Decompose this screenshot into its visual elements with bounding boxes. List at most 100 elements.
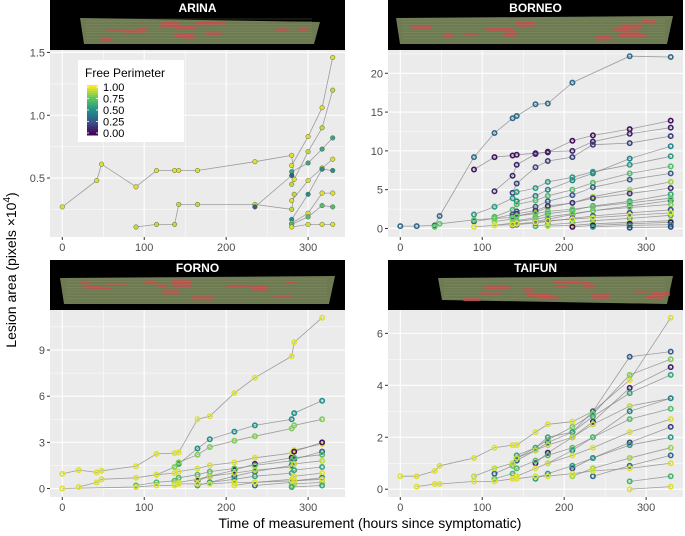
data-point	[544, 473, 551, 480]
data-point	[667, 314, 674, 321]
data-point	[251, 467, 258, 474]
y-axis-label: Lesion area (pixels ×104)	[2, 192, 19, 347]
lesion-mark	[464, 33, 478, 36]
data-point	[589, 223, 596, 230]
series-line	[291, 158, 333, 201]
x-axis: 0 100 200 300	[59, 237, 317, 254]
x-tick-label: 0	[397, 242, 403, 254]
x-tick-label: 200	[555, 242, 573, 254]
data-point	[667, 416, 674, 423]
data-point	[206, 413, 213, 420]
data-point	[491, 130, 498, 137]
lesion-mark	[650, 291, 670, 296]
data-point	[667, 452, 674, 459]
data-point	[589, 444, 596, 451]
lesion-mark	[514, 21, 535, 27]
data-point	[589, 214, 596, 221]
data-point	[667, 460, 674, 467]
data-point	[667, 209, 674, 216]
series-line	[291, 485, 323, 488]
data-point	[569, 470, 576, 477]
data-point	[513, 198, 520, 205]
data-point	[397, 473, 404, 480]
series-line	[572, 426, 671, 469]
data-point	[288, 353, 295, 360]
colorbar-segment	[87, 129, 98, 132]
data-point	[470, 211, 477, 218]
data-point	[330, 87, 336, 93]
data-point	[544, 217, 551, 224]
x-tick-label: 200	[217, 242, 235, 254]
lesion-mark	[196, 21, 214, 27]
colorbar-segment	[87, 97, 98, 100]
data-point	[589, 454, 596, 461]
data-point	[397, 223, 404, 230]
data-point	[667, 423, 674, 430]
data-point	[330, 167, 336, 173]
data-point	[569, 174, 576, 181]
x-tick-label: 0	[59, 502, 65, 514]
data-point	[413, 223, 420, 230]
data-point	[93, 479, 100, 486]
data-point	[626, 176, 633, 183]
data-point	[305, 177, 311, 183]
data-point	[470, 216, 477, 223]
colorbar-segment	[87, 91, 98, 94]
data-point	[569, 192, 576, 199]
data-point	[98, 467, 105, 474]
lesion-mark	[137, 28, 148, 31]
lesion-mark	[646, 295, 664, 300]
data-point	[289, 181, 295, 187]
data-point	[532, 210, 539, 217]
data-point	[626, 465, 633, 472]
data-point	[589, 132, 596, 139]
data-point	[667, 178, 674, 185]
series-line	[629, 475, 671, 482]
lesion-mark	[91, 287, 112, 290]
data-point	[175, 480, 182, 487]
lesion-mark	[103, 282, 128, 285]
colorbar-segment	[87, 99, 98, 102]
y-tick-label: 6	[39, 391, 45, 403]
data-point	[470, 478, 477, 485]
data-point	[153, 450, 160, 457]
data-point	[436, 462, 443, 469]
data-point	[133, 463, 140, 470]
data-point	[589, 184, 596, 191]
data-point	[589, 195, 596, 202]
y-tick-label: 5	[377, 185, 383, 197]
data-point	[291, 410, 298, 417]
data-point	[667, 153, 674, 160]
lesion-mark	[205, 32, 222, 35]
data-point	[291, 467, 298, 474]
data-point	[175, 459, 182, 466]
lesion-mark	[106, 28, 128, 32]
x-tick-label: 300	[299, 242, 317, 254]
plot-background	[388, 310, 683, 497]
data-point	[291, 422, 298, 429]
data-point	[251, 454, 258, 461]
data-point	[491, 203, 498, 210]
lesion-mark	[592, 294, 611, 299]
data-point	[231, 437, 238, 444]
data-point	[175, 449, 182, 456]
data-point	[153, 221, 159, 227]
x-tick-label: 300	[299, 502, 317, 514]
data-point	[513, 454, 520, 461]
data-point	[291, 176, 297, 182]
data-point	[288, 416, 295, 423]
data-point	[319, 397, 326, 404]
data-point	[289, 152, 295, 158]
data-point	[667, 356, 674, 363]
data-point	[509, 195, 516, 202]
series-line	[473, 212, 671, 228]
data-point	[532, 207, 539, 214]
data-point	[589, 421, 596, 428]
y-tick-label: 6	[377, 328, 383, 340]
data-point	[626, 53, 633, 60]
series-line	[254, 175, 292, 208]
data-point	[626, 486, 633, 493]
data-point	[626, 478, 633, 485]
lesion-mark	[463, 297, 481, 302]
